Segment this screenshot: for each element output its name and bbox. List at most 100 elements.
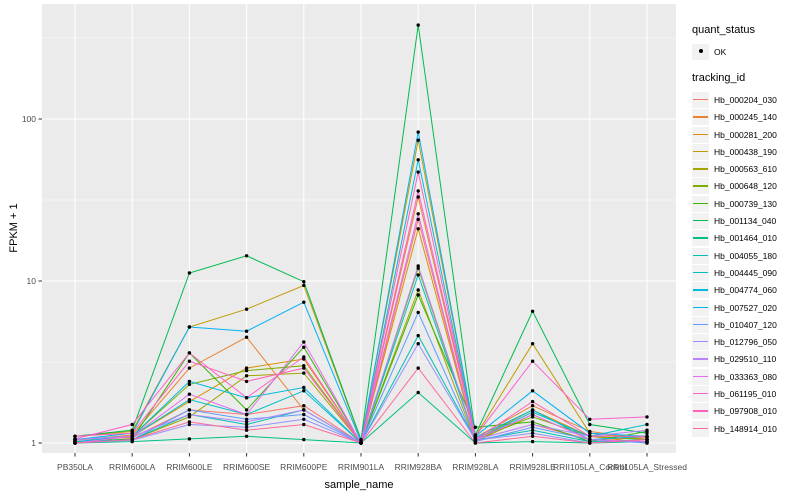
data-point [187,382,192,387]
data-point [244,417,249,421]
data-point [588,431,592,435]
legend-key-box [692,213,709,230]
data-point [645,415,649,419]
data-point [473,437,478,442]
data-point [416,23,420,27]
data-point [187,359,192,363]
data-point [302,412,306,417]
data-point [416,390,420,395]
data-point [187,422,192,427]
legend-key-line-icon [693,202,708,205]
legend-item-label: Hb_010407_120 [714,319,777,330]
data-point [530,412,535,417]
data-point [588,437,592,442]
legend-key-box [692,420,709,437]
data-point [187,325,192,329]
legend-item-label: Hb_000245_140 [714,112,777,123]
legend-item-label: Hb_033363_080 [714,371,777,382]
data-point [645,422,649,427]
legend-item-Hb_000648_120: Hb_000648_120 [692,178,798,195]
data-point [530,428,535,432]
data-point [302,389,306,393]
data-point [645,431,649,435]
data-point [302,345,306,349]
legend-key-box [692,368,709,385]
data-point [187,415,192,419]
legend-item-label: Hb_000281_200 [714,129,777,140]
legend-item-Hb_007527_020: Hb_007527_020 [692,299,798,316]
legend-item-label: Hb_001464_010 [714,233,777,244]
data-point [187,398,192,402]
legend-item-label: Hb_061195_010 [714,388,777,399]
legend-key-box [692,299,709,316]
data-point [244,329,249,333]
data-point [416,264,420,268]
x-tick-label: RRIM928LA [452,462,499,472]
data-point [244,307,249,311]
legend-item-Hb_012796_050: Hb_012796_050 [692,333,798,351]
legend-key-box [692,195,709,212]
legend-item-label: Hb_148914_010 [714,423,777,434]
data-point [130,437,134,442]
legend-item-label: Hb_004055_180 [714,250,777,261]
data-point [416,366,420,370]
legend-key-box [692,143,709,160]
legend-item-Hb_000204_030: Hb_000204_030 [692,91,798,108]
data-point [416,138,420,142]
x-tick-label: RRIM600LA [109,462,156,472]
legend-key-line-icon [693,306,708,308]
data-point [244,366,249,370]
legend-item-label: Hb_004445_090 [714,267,777,278]
legend-key-line-icon [693,323,708,326]
legend-item-label: Hb_007527_020 [714,302,777,313]
x-tick-label: RRII105LA_Control [552,462,627,472]
data-point [416,273,420,277]
legend-key-line-icon [693,375,708,378]
x-tick-label: RRIM600SE [222,462,271,472]
legend-item-Hb_000739_130: Hb_000739_130 [692,195,798,212]
data-point [530,399,535,404]
data-point [187,392,192,396]
data-point [302,422,306,427]
legend-key-line-icon [693,341,708,343]
data-point [187,408,192,412]
data-point [530,415,535,419]
legend-item-label: Hb_001134_040 [714,216,777,227]
legend-item-Hb_004774_060: Hb_004774_060 [692,282,798,299]
data-point [588,417,592,421]
data-point [530,359,535,363]
legend-key-box [692,282,709,299]
legend-item-label: Hb_000648_120 [714,181,777,192]
data-point [187,271,192,275]
data-point [416,195,420,199]
legend-key-box [692,230,709,247]
data-point [302,364,306,368]
data-point [416,212,420,216]
data-point [416,189,420,193]
data-point [302,408,306,412]
legend-key-box [692,247,709,264]
data-point [645,434,649,438]
legend-item-label: Hb_004774_060 [714,285,777,296]
data-point [244,434,249,438]
legend-key-box [692,334,709,351]
legend-key-box [692,316,709,333]
legend-key-box [692,403,709,420]
legend-item-label: Hb_000204_030 [714,94,777,105]
y-tick-label: 100 [21,113,36,124]
data-point [302,283,306,288]
legend-key-line-icon [693,289,708,291]
data-point [588,422,592,427]
legend-key-line-icon [693,150,708,153]
data-point [244,412,249,417]
data-point [244,335,249,339]
legend-item-Hb_148914_010: Hb_148914_010 [692,420,798,437]
data-point [130,431,134,435]
legend-item-Hb_033363_080: Hb_033363_080 [692,368,798,385]
legend-item-Hb_000245_140: Hb_000245_140 [692,109,798,126]
data-point [416,170,420,174]
legend-key-line-icon [693,358,708,360]
data-point [530,404,535,408]
